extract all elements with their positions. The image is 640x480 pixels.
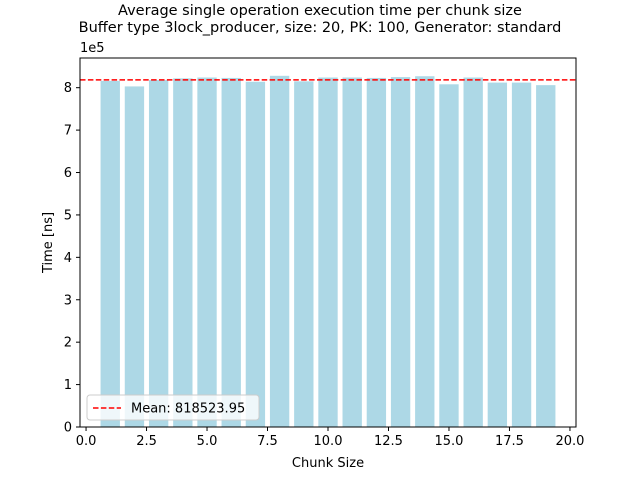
y-tick-label: 1 xyxy=(64,378,72,393)
x-axis: 0.0 2.5 5.0 7.5 10.0 12.5 15.0 17.5 20.0 xyxy=(76,427,584,449)
chart-title: Average single operation execution time … xyxy=(118,3,522,19)
bar-18 xyxy=(511,82,532,427)
bar-17 xyxy=(487,82,508,427)
y-axis-label: Time [ns] xyxy=(41,212,56,274)
bar-7 xyxy=(245,81,266,428)
bar-1 xyxy=(100,80,120,428)
y-tick-label: 3 xyxy=(64,293,72,308)
bar-3 xyxy=(148,80,169,427)
bar-19 xyxy=(536,85,556,427)
y-axis: 0 1 2 3 4 5 6 7 8 xyxy=(64,81,80,436)
bar-5 xyxy=(197,77,217,427)
x-tick-label: 17.5 xyxy=(495,434,524,449)
bar-2 xyxy=(124,86,145,428)
x-tick-label: 10.0 xyxy=(314,434,343,449)
bar-16 xyxy=(463,77,483,427)
x-tick-label: 12.5 xyxy=(374,434,403,449)
bar-11 xyxy=(342,77,362,427)
x-tick-label: 2.5 xyxy=(136,434,157,449)
bar-12 xyxy=(366,77,387,428)
x-tick-label: 7.5 xyxy=(257,434,278,449)
x-tick-label: 0.0 xyxy=(76,434,97,449)
legend-mean-label: Mean: 818523.95 xyxy=(131,402,245,417)
y-tick-label: 4 xyxy=(64,251,72,266)
bar-9 xyxy=(294,81,314,428)
y-tick-label: 7 xyxy=(64,124,72,139)
y-tick-label: 5 xyxy=(64,208,72,223)
y-tick-label: 0 xyxy=(64,421,72,436)
bar-14 xyxy=(415,76,435,428)
bar-4 xyxy=(173,78,193,428)
x-axis-label: Chunk Size xyxy=(292,456,364,471)
x-tick-label: 5.0 xyxy=(197,434,218,449)
bar-10 xyxy=(318,77,338,427)
y-axis-scale-label: 1e5 xyxy=(80,41,105,56)
y-tick-label: 2 xyxy=(64,336,72,351)
bar-8 xyxy=(269,75,290,428)
x-tick-label: 15.0 xyxy=(434,434,463,449)
bar-15 xyxy=(439,84,459,427)
y-tick-label: 8 xyxy=(64,81,72,96)
legend: Mean: 818523.95 xyxy=(86,394,260,421)
bar-6 xyxy=(221,77,241,428)
chart-subtitle: Buffer type 3lock_producer, size: 20, PK… xyxy=(78,20,562,36)
x-tick-label: 20.0 xyxy=(555,434,584,449)
bar-13 xyxy=(390,77,411,427)
legend-box xyxy=(86,394,260,421)
bars-group xyxy=(100,75,556,428)
y-tick-label: 6 xyxy=(64,166,72,181)
